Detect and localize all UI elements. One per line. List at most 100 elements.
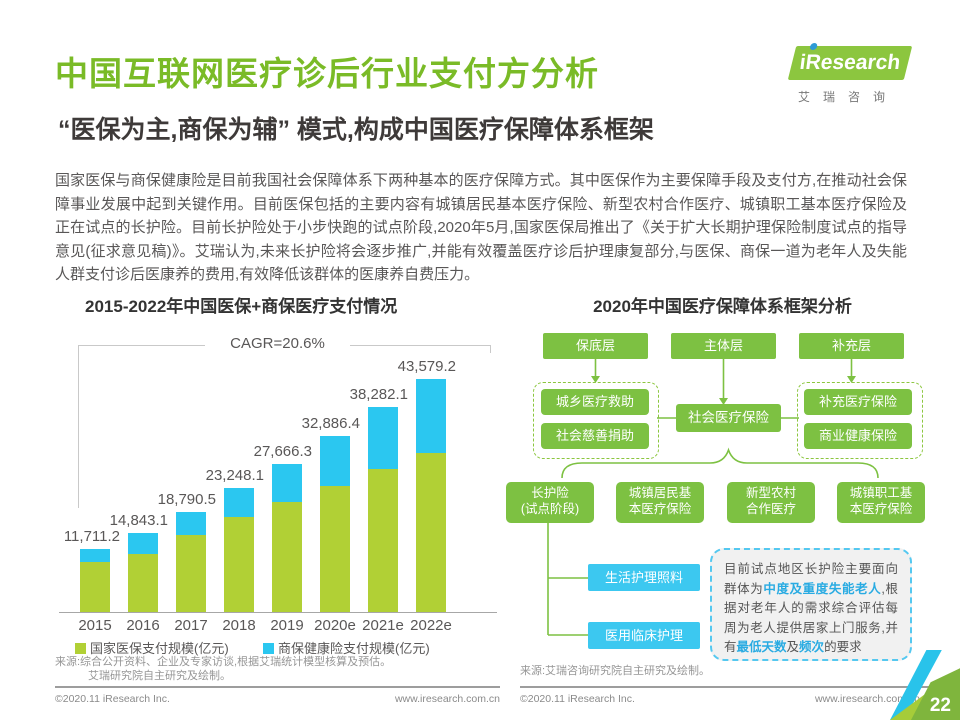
cagr-bracket-tick-left [78,345,79,508]
bar-segment-commercial [80,549,110,563]
left-dashed-group: 城乡医疗救助 社会慈善捐助 [533,382,659,459]
layer-box-main: 主体层 [671,333,776,359]
legend-swatch-icon [75,643,86,654]
footer-rule-left [55,686,500,688]
x-axis-label: 2021e [362,617,404,634]
x-axis-label: 2015 [78,617,112,634]
pilot-note-box: 目前试点地区长护险主要面向群体为中度及重度失能老人,根据对老年人的需求综合评估每… [710,548,912,661]
bar-chart: CAGR=20.6% 11,711.2 2015 14,843.1 2016 18,79… [55,330,500,660]
tier-box-line: 长护险 [531,486,569,500]
bar-segment-commercial [224,487,254,517]
logo-brand-text: iResearch [798,51,902,74]
bar-segment-commercial [368,407,398,470]
legend-label: 国家医保支付规模(亿元) [90,641,229,656]
tier-box-line: 城镇职工基 [849,486,913,500]
box-commercial-health-insurance: 商业健康保险 [804,423,912,449]
bar-chart-plot: 11,711.2 2015 14,843.1 2016 18,790.5 2017 23,2… [55,330,500,660]
tier-box-urban-resident: 城镇居民基本医疗保险 [616,482,704,523]
right-dashed-group: 补充医疗保险 商业健康保险 [797,382,923,459]
layer-box-supplement: 补充层 [799,333,904,359]
note-text: ,根据对老年人的需求综合评估每周为老人提供居家上门服务,并有 [724,581,898,655]
footer-url: www.iresearch.com.cn [814,693,920,705]
page-number: 22 [929,695,951,716]
note-highlight-text: 中度及重度失能老人 [763,581,882,596]
bar-segment-medicare [128,554,158,612]
tier-box-line: 合作医疗 [745,502,796,516]
tier-box-long-term-care: 长护险 (试点阶段) [506,482,594,523]
box-urban-rural-medical-aid: 城乡医疗救助 [541,389,649,415]
cagr-bracket-line-right [350,345,491,346]
legend-swatch-icon [263,643,274,654]
tier-box-line: 新型农村 [745,486,796,500]
box-medical-clinical-care: 医用临床护理 [588,622,700,649]
cagr-bracket-tick-right [490,345,491,353]
bar-total-label: 23,248.1 [205,466,264,484]
bar-segment-medicare [272,501,302,612]
tier-box-rural-cooperative: 新型农村 合作医疗 [727,482,815,523]
footer-left: ©2020.11 iResearch Inc. www.iresearch.co… [55,693,500,705]
x-axis-label: 2019 [270,617,304,634]
x-axis-line [59,612,497,613]
footer-right: ©2020.11 iResearch Inc. www.iresearch.co… [520,693,920,705]
bar-total-label: 32,886.4 [301,415,360,433]
x-axis-label: 2020e [314,617,356,634]
legend-item: 国家医保支付规模(亿元) [75,638,229,657]
diagram-source-note: 来源:艾瑞咨询研究院自主研究及绘制。 [520,665,711,677]
tier-box-urban-employee: 城镇职工基本医疗保险 [837,482,925,523]
bar-segment-medicare [368,469,398,612]
page-subtitle: “医保为主,商保为辅” 模式,构成中国医疗保障体系框架 [58,116,654,144]
bar-total-label: 43,579.2 [397,357,456,375]
bar-segment-medicare [176,535,206,612]
bar-segment-commercial [416,378,446,453]
intro-paragraph: 国家医保与商保健康险是目前我国社会保障体系下两种基本的医疗保障方式。其中医保作为… [55,172,907,283]
footer-copyright: ©2020.11 iResearch Inc. [520,693,635,705]
box-daily-life-care: 生活护理照料 [588,564,700,591]
bar-segment-commercial [320,436,350,486]
x-axis-label: 2018 [222,617,256,634]
layer-box-baseline: 保底层 [543,333,648,359]
logo-chinese-text: 艾瑞咨询 [798,90,899,104]
bar-total-label: 27,666.3 [253,443,312,461]
page-corner-decoration: 22 [890,650,960,720]
bar-segment-commercial [176,511,206,535]
connector-lines [547,359,879,636]
bar-segment-medicare [416,452,446,612]
legend-label: 商保健康险支付规模(亿元) [278,641,430,656]
chart-legend: 国家医保支付规模(亿元) 商保健康险支付规模(亿元) [55,638,500,658]
chart-source-line2: 艾瑞研究院自主研究及绘制。 [88,670,231,682]
tier-box-line: 城镇居民基 [628,486,692,500]
note-text: 的要求 [824,640,862,654]
diagram-title: 2020年中国医疗保障体系框架分析 [593,297,852,316]
cagr-annotation: CAGR=20.6% [230,335,325,352]
note-highlight-text: 频次 [799,640,825,654]
chart-source-note: 来源:综合公开资料、企业及专家访谈,根据艾瑞统计模型核算及预估。 艾瑞研究院自主… [55,655,505,683]
cagr-bracket-line-left [78,345,205,346]
bar-total-label: 38,282.1 [349,386,408,404]
iresearch-logo: iResearch 艾瑞咨询 [787,43,922,105]
bar-segment-commercial [272,464,302,502]
x-axis-label: 2016 [126,617,160,634]
footer-url: www.iresearch.com.cn [394,693,500,705]
box-supplementary-medical-insurance: 补充医疗保险 [804,389,912,415]
note-text: 及 [786,640,800,654]
bar-total-label: 11,711.2 [63,528,120,546]
x-axis-label: 2017 [174,617,208,634]
tier-box-line: (试点阶段) [520,502,580,516]
box-social-medical-insurance: 社会医疗保险 [676,404,781,432]
page-title: 中国互联网医疗诊后行业支付方分析 [55,55,599,92]
bar-total-label: 18,790.5 [157,490,216,508]
chart-title: 2015-2022年中国医保+商保医疗支付情况 [85,297,398,316]
bar-segment-medicare [320,485,350,612]
tier-box-line: 本医疗保险 [849,502,913,516]
bar-segment-medicare [224,516,254,612]
bar-segment-commercial [128,532,158,555]
note-highlight-text: 最低天数 [736,640,787,654]
tier-box-line: 本医疗保险 [628,502,692,516]
bar-total-label: 14,843.1 [109,511,168,529]
x-axis-label: 2022e [410,617,452,634]
footer-rule-right [520,686,952,688]
logo-parallelogram: iResearch [787,43,913,80]
bar-segment-medicare [80,562,110,612]
note-text: 目前试点地区长护险主要面向群体为 [724,562,898,596]
